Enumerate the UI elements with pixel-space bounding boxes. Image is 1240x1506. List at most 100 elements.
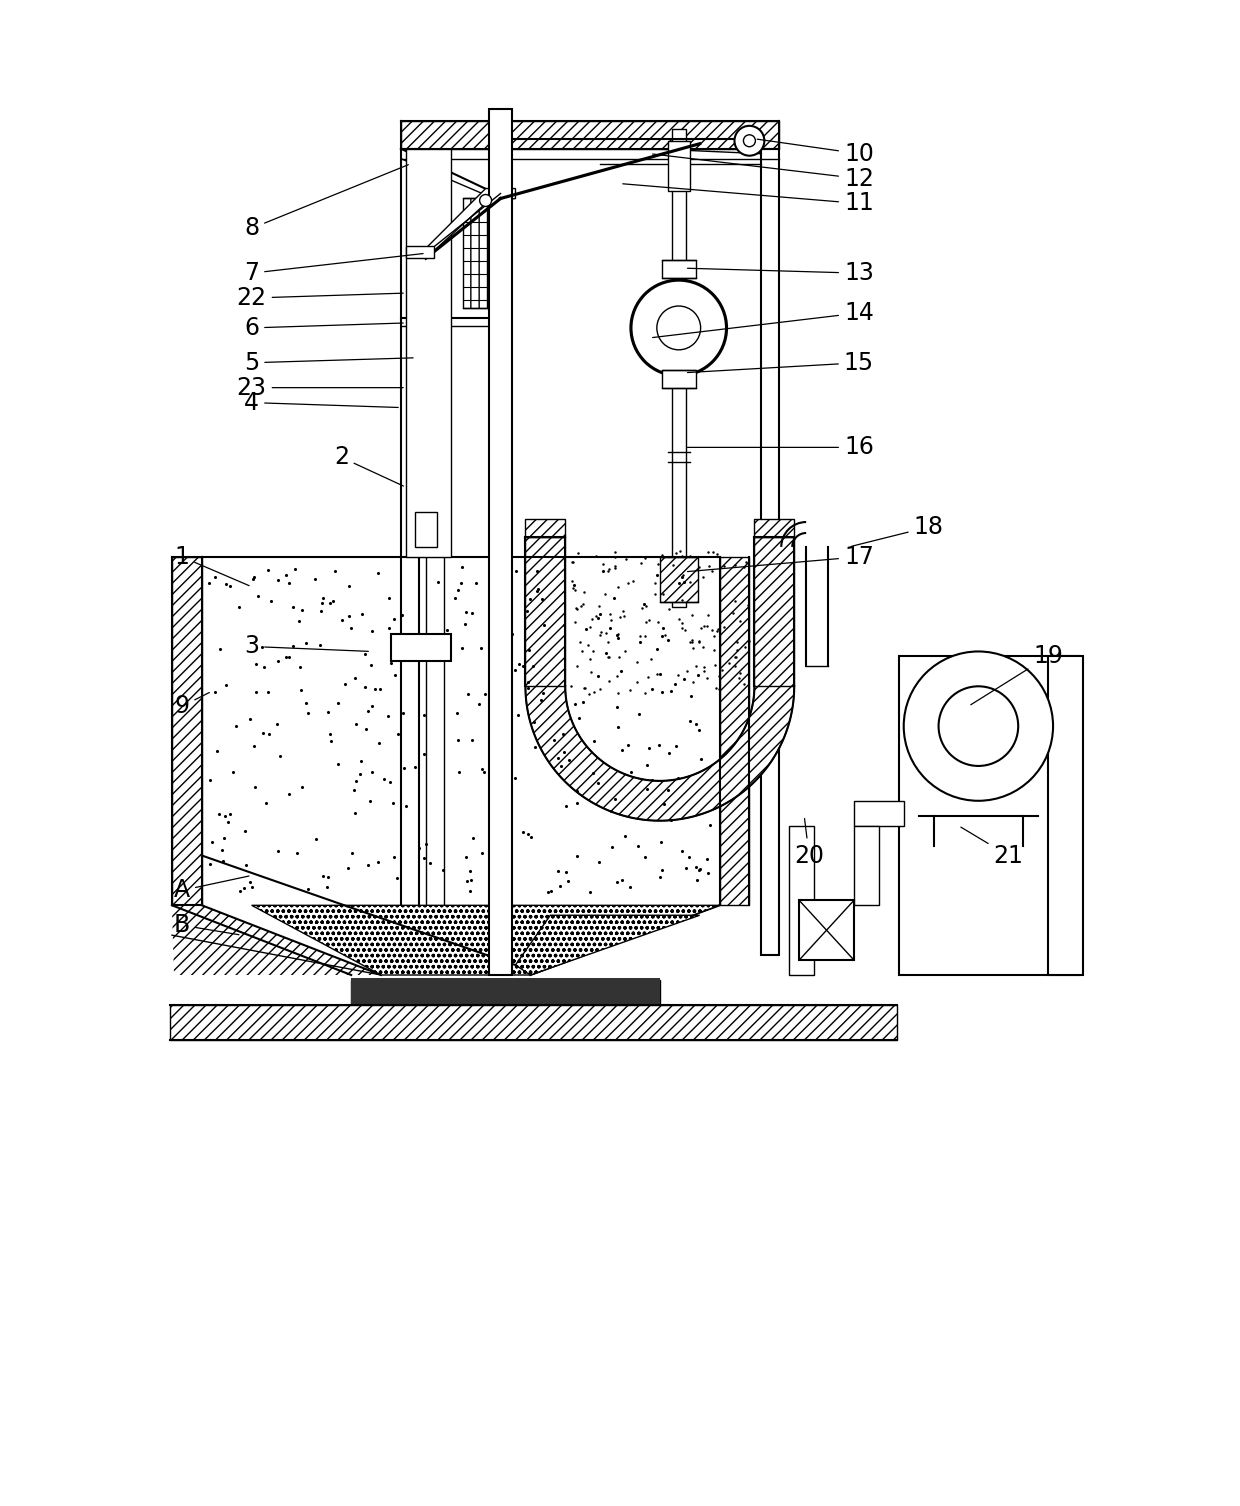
Point xyxy=(436,619,456,643)
Point xyxy=(236,854,255,878)
Point xyxy=(335,672,355,696)
Circle shape xyxy=(734,127,764,155)
Point xyxy=(414,846,434,870)
Point xyxy=(325,559,345,583)
Bar xyxy=(754,520,794,538)
Point xyxy=(355,642,374,666)
Point xyxy=(565,691,585,715)
Point xyxy=(234,875,254,899)
Point xyxy=(501,860,521,884)
Point xyxy=(469,691,489,715)
Point xyxy=(340,574,360,598)
Point xyxy=(285,557,305,581)
Point xyxy=(463,601,482,625)
Point xyxy=(329,753,348,777)
Point xyxy=(650,663,670,687)
Point xyxy=(362,619,382,643)
Point xyxy=(590,602,610,626)
Point xyxy=(517,599,537,623)
Point xyxy=(461,869,481,893)
Bar xyxy=(401,149,419,955)
Text: 14: 14 xyxy=(652,301,874,337)
Point xyxy=(382,651,402,675)
Point xyxy=(321,729,341,753)
Point xyxy=(259,721,279,745)
Point xyxy=(699,813,719,837)
Point xyxy=(317,875,337,899)
Point xyxy=(697,846,717,870)
Point xyxy=(603,834,622,858)
Point xyxy=(262,589,281,613)
Point xyxy=(394,756,414,780)
Bar xyxy=(351,980,660,1011)
Point xyxy=(242,875,262,899)
Point xyxy=(453,554,472,578)
Point xyxy=(291,776,311,800)
Point xyxy=(248,584,268,608)
Point xyxy=(589,851,609,875)
Point xyxy=(387,866,407,890)
Point xyxy=(652,858,672,883)
Point xyxy=(647,563,667,587)
Bar xyxy=(405,149,451,557)
Point xyxy=(567,845,587,869)
Text: 3: 3 xyxy=(244,634,368,658)
Point xyxy=(611,869,631,893)
Point xyxy=(630,630,650,654)
Point xyxy=(689,857,709,881)
Bar xyxy=(899,657,1078,974)
Point xyxy=(635,845,655,869)
Point xyxy=(342,842,362,866)
Bar xyxy=(401,120,779,149)
Point xyxy=(340,604,360,628)
Point xyxy=(379,586,399,610)
Point xyxy=(365,676,384,700)
Point xyxy=(449,761,469,785)
Point xyxy=(573,690,593,714)
Text: 23: 23 xyxy=(237,375,403,399)
Point xyxy=(357,717,377,741)
Point xyxy=(608,694,627,718)
Point xyxy=(650,864,670,889)
Point xyxy=(252,636,272,660)
Text: A: A xyxy=(174,876,249,902)
Point xyxy=(569,706,589,730)
Text: 12: 12 xyxy=(652,154,874,191)
Point xyxy=(548,745,568,770)
Point xyxy=(527,559,547,583)
Bar xyxy=(789,825,815,974)
Point xyxy=(595,642,615,666)
Point xyxy=(362,694,382,718)
Point xyxy=(525,709,544,733)
Point xyxy=(362,759,382,783)
Point xyxy=(267,711,286,735)
Point xyxy=(541,880,560,904)
Point xyxy=(310,633,330,657)
Point xyxy=(466,571,486,595)
Point xyxy=(312,590,332,614)
Point xyxy=(479,791,498,815)
Point xyxy=(306,827,326,851)
Bar xyxy=(405,247,434,258)
Bar xyxy=(719,557,749,905)
Point xyxy=(352,602,372,626)
Point xyxy=(675,569,694,593)
Point xyxy=(456,845,476,869)
Point xyxy=(672,565,692,589)
Point xyxy=(379,616,399,640)
Point xyxy=(647,637,667,661)
Point xyxy=(343,779,363,803)
Point xyxy=(600,616,620,640)
Point xyxy=(475,761,495,785)
Text: 4: 4 xyxy=(244,390,398,414)
Point xyxy=(207,739,227,764)
Point xyxy=(216,673,236,697)
Bar xyxy=(854,801,904,825)
Point xyxy=(458,682,477,706)
Point xyxy=(583,761,603,785)
Point xyxy=(420,851,440,875)
Point xyxy=(605,788,625,812)
Point xyxy=(241,870,260,895)
Point xyxy=(653,616,673,640)
Point xyxy=(270,744,290,768)
